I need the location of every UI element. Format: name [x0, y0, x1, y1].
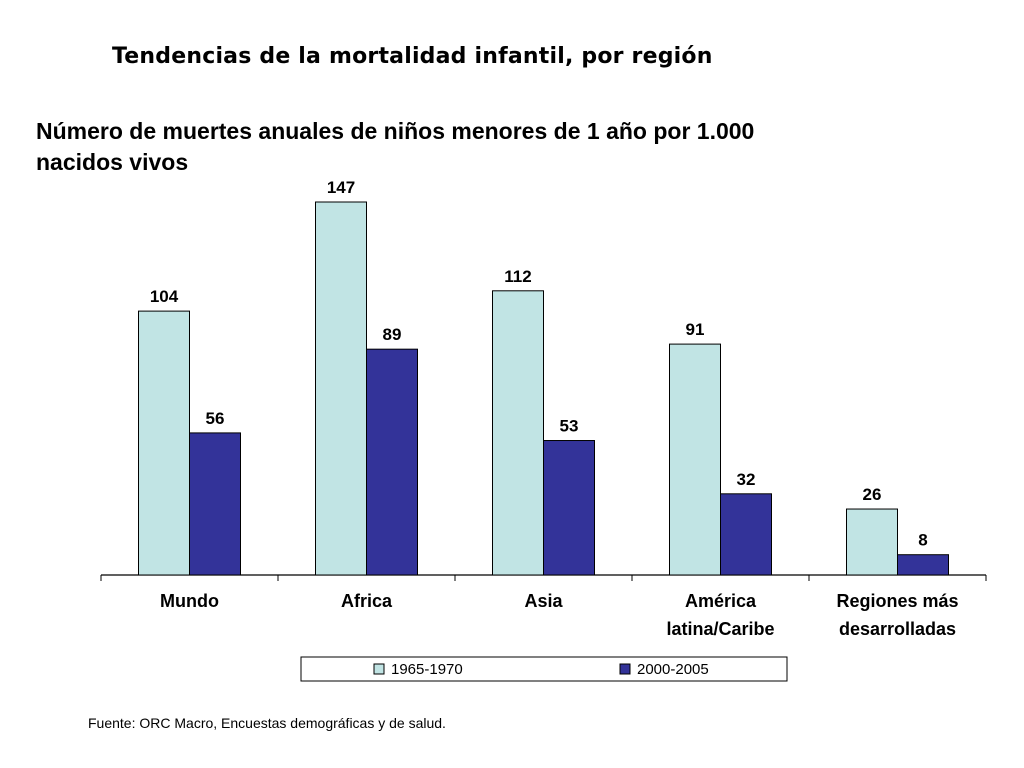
bar-series-2	[720, 493, 772, 576]
category-label: Africa	[341, 591, 393, 611]
bar-series-2	[897, 554, 949, 576]
data-label: 104	[150, 287, 179, 306]
category-label: latina/Caribe	[666, 619, 774, 639]
data-label: 91	[686, 320, 705, 339]
bar-series-1	[846, 508, 898, 576]
bar-series-1	[138, 310, 190, 576]
data-label: 112	[504, 267, 531, 286]
bar-series-1	[492, 290, 544, 576]
bar-series-1	[315, 201, 367, 576]
legend-label: 1965-1970	[391, 661, 463, 678]
data-label: 147	[327, 178, 355, 197]
data-label: 26	[863, 485, 882, 504]
legend-swatch	[373, 663, 385, 675]
category-label: desarrolladas	[839, 619, 956, 639]
bar-series-1	[669, 343, 721, 576]
bar-series-2	[189, 432, 241, 576]
data-label: 53	[560, 417, 579, 436]
legend-swatch	[619, 663, 631, 675]
data-label: 32	[737, 470, 756, 489]
bar-series-2	[543, 440, 595, 576]
page-title: Tendencias de la mortalidad infantil, po…	[112, 44, 713, 69]
data-label: 89	[383, 325, 402, 344]
legend-label: 2000-2005	[637, 661, 709, 678]
category-label: Mundo	[160, 591, 219, 611]
bar-series-2	[366, 348, 418, 576]
chart-title: Número de muertes anuales de niños menor…	[36, 118, 755, 175]
category-label: Asia	[524, 591, 563, 611]
category-label: Regiones más	[836, 591, 958, 611]
source-note: Fuente: ORC Macro, Encuestas demográfica…	[88, 715, 446, 731]
data-label: 8	[918, 531, 927, 550]
category-label: América	[685, 591, 757, 611]
data-label: 56	[206, 409, 225, 428]
